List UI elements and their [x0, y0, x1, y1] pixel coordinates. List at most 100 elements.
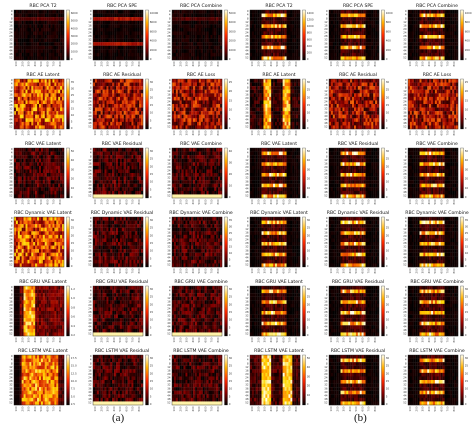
heatmap-cell [94, 231, 97, 236]
heatmap-cell [131, 245, 134, 250]
heatmap-cell [37, 35, 40, 39]
heatmap-cell [187, 180, 190, 184]
heatmap-cell [108, 169, 111, 174]
heatmap-cell [175, 249, 178, 253]
heatmap-cell [193, 125, 196, 130]
heatmap-cell [33, 311, 36, 315]
heatmap-cell [102, 10, 105, 14]
heatmap-cell [139, 13, 142, 18]
heatmap-cell [172, 155, 175, 159]
heatmap-cell [141, 238, 144, 243]
heatmap-cell [181, 256, 184, 261]
heatmap-cell [56, 107, 59, 112]
subplot: RBC AE Latent048121620242832364044485210… [9, 72, 74, 135]
heatmap-cell [23, 56, 26, 61]
heatmap-cell [210, 176, 213, 181]
heatmap-cell [183, 224, 186, 228]
heatmap-cell [179, 45, 182, 50]
heatmap-cell [102, 125, 105, 130]
heatmap-cell [39, 20, 42, 25]
heatmap-cell [133, 49, 136, 54]
heatmap-cell [25, 125, 28, 130]
heatmap-cell [181, 20, 184, 25]
heatmap-cell [195, 162, 198, 167]
heatmap-cell [195, 158, 198, 163]
heatmap-cell [175, 220, 178, 225]
heatmap-cell [31, 79, 34, 83]
heatmap-cell [33, 114, 36, 119]
heatmap-cell [218, 155, 221, 159]
heatmap-cell [193, 180, 196, 184]
heatmap-cell [202, 118, 205, 123]
heatmap-cell [133, 238, 136, 243]
heatmap-cell [15, 151, 18, 156]
heatmap-cell [42, 42, 45, 46]
heatmap-cell [125, 162, 128, 167]
heatmap-cell [131, 176, 134, 181]
heatmap-cell [197, 169, 200, 174]
heatmap-cell [129, 49, 132, 54]
heatmap-cell [112, 173, 115, 177]
heatmap-cell [25, 158, 28, 163]
heatmap-cell [25, 252, 28, 257]
colorbar-tick-label: 10 [150, 111, 154, 115]
heatmap-cell [193, 183, 196, 188]
heatmap-cell [208, 20, 211, 25]
heatmap-cell [110, 35, 113, 39]
heatmap-cell [42, 158, 45, 163]
heatmap-cell [17, 114, 20, 119]
y-tick-label: 20 [9, 27, 13, 31]
heatmap-cell [42, 104, 45, 108]
heatmap-cell [114, 245, 117, 250]
heatmap-cell [123, 79, 126, 83]
heatmap-cell [96, 194, 99, 199]
heatmap-cell [48, 180, 51, 184]
heatmap-cell [218, 45, 221, 50]
heatmap-cell [21, 165, 24, 170]
heatmap-cell [102, 245, 105, 250]
y-tick-label: 36 [167, 110, 171, 114]
heatmap-cell [191, 249, 194, 253]
y-tick-label: 44 [167, 186, 171, 190]
heatmap-cell [185, 256, 188, 261]
heatmap-cell [179, 234, 182, 239]
heatmap-cell [50, 286, 53, 290]
heatmap-cell [37, 252, 40, 257]
heatmap-cell [118, 151, 121, 156]
heatmap-cell [42, 252, 45, 257]
heatmap-cell [96, 224, 99, 228]
heatmap-cell [123, 252, 126, 257]
heatmap-cell [17, 307, 20, 312]
heatmap-cell [121, 82, 124, 87]
heatmap-cell [216, 82, 219, 87]
heatmap-cell [179, 111, 182, 115]
heatmap-cell [121, 169, 124, 174]
heatmap-cell [210, 49, 213, 54]
heatmap-cell [187, 125, 190, 130]
heatmap-cell [206, 49, 209, 54]
heatmap-cell [96, 220, 99, 225]
heatmap-cell [181, 45, 184, 50]
heatmap-cell [119, 220, 122, 225]
heatmap-cell [206, 151, 209, 156]
heatmap-cell [185, 35, 188, 39]
heatmap-cell [54, 86, 57, 90]
heatmap-cell [137, 107, 140, 112]
heatmap-cell [172, 194, 175, 199]
heatmap-cell [104, 13, 107, 18]
heatmap-cell [48, 100, 51, 105]
heatmap-cell [133, 121, 136, 126]
heatmap-cell [204, 118, 207, 123]
heatmap-cell [31, 242, 34, 246]
heatmap-cell [96, 100, 99, 105]
y-tick-label: 52 [88, 263, 92, 267]
heatmap-cell [52, 165, 55, 170]
heatmap-cell [118, 93, 121, 98]
heatmap-cell [133, 263, 136, 268]
heatmap-cell [206, 118, 209, 123]
heatmap-cell [212, 162, 215, 167]
heatmap-cell [187, 13, 190, 18]
heatmap-cell [48, 162, 51, 167]
heatmap-cell [56, 96, 59, 101]
heatmap-cell [42, 86, 45, 90]
